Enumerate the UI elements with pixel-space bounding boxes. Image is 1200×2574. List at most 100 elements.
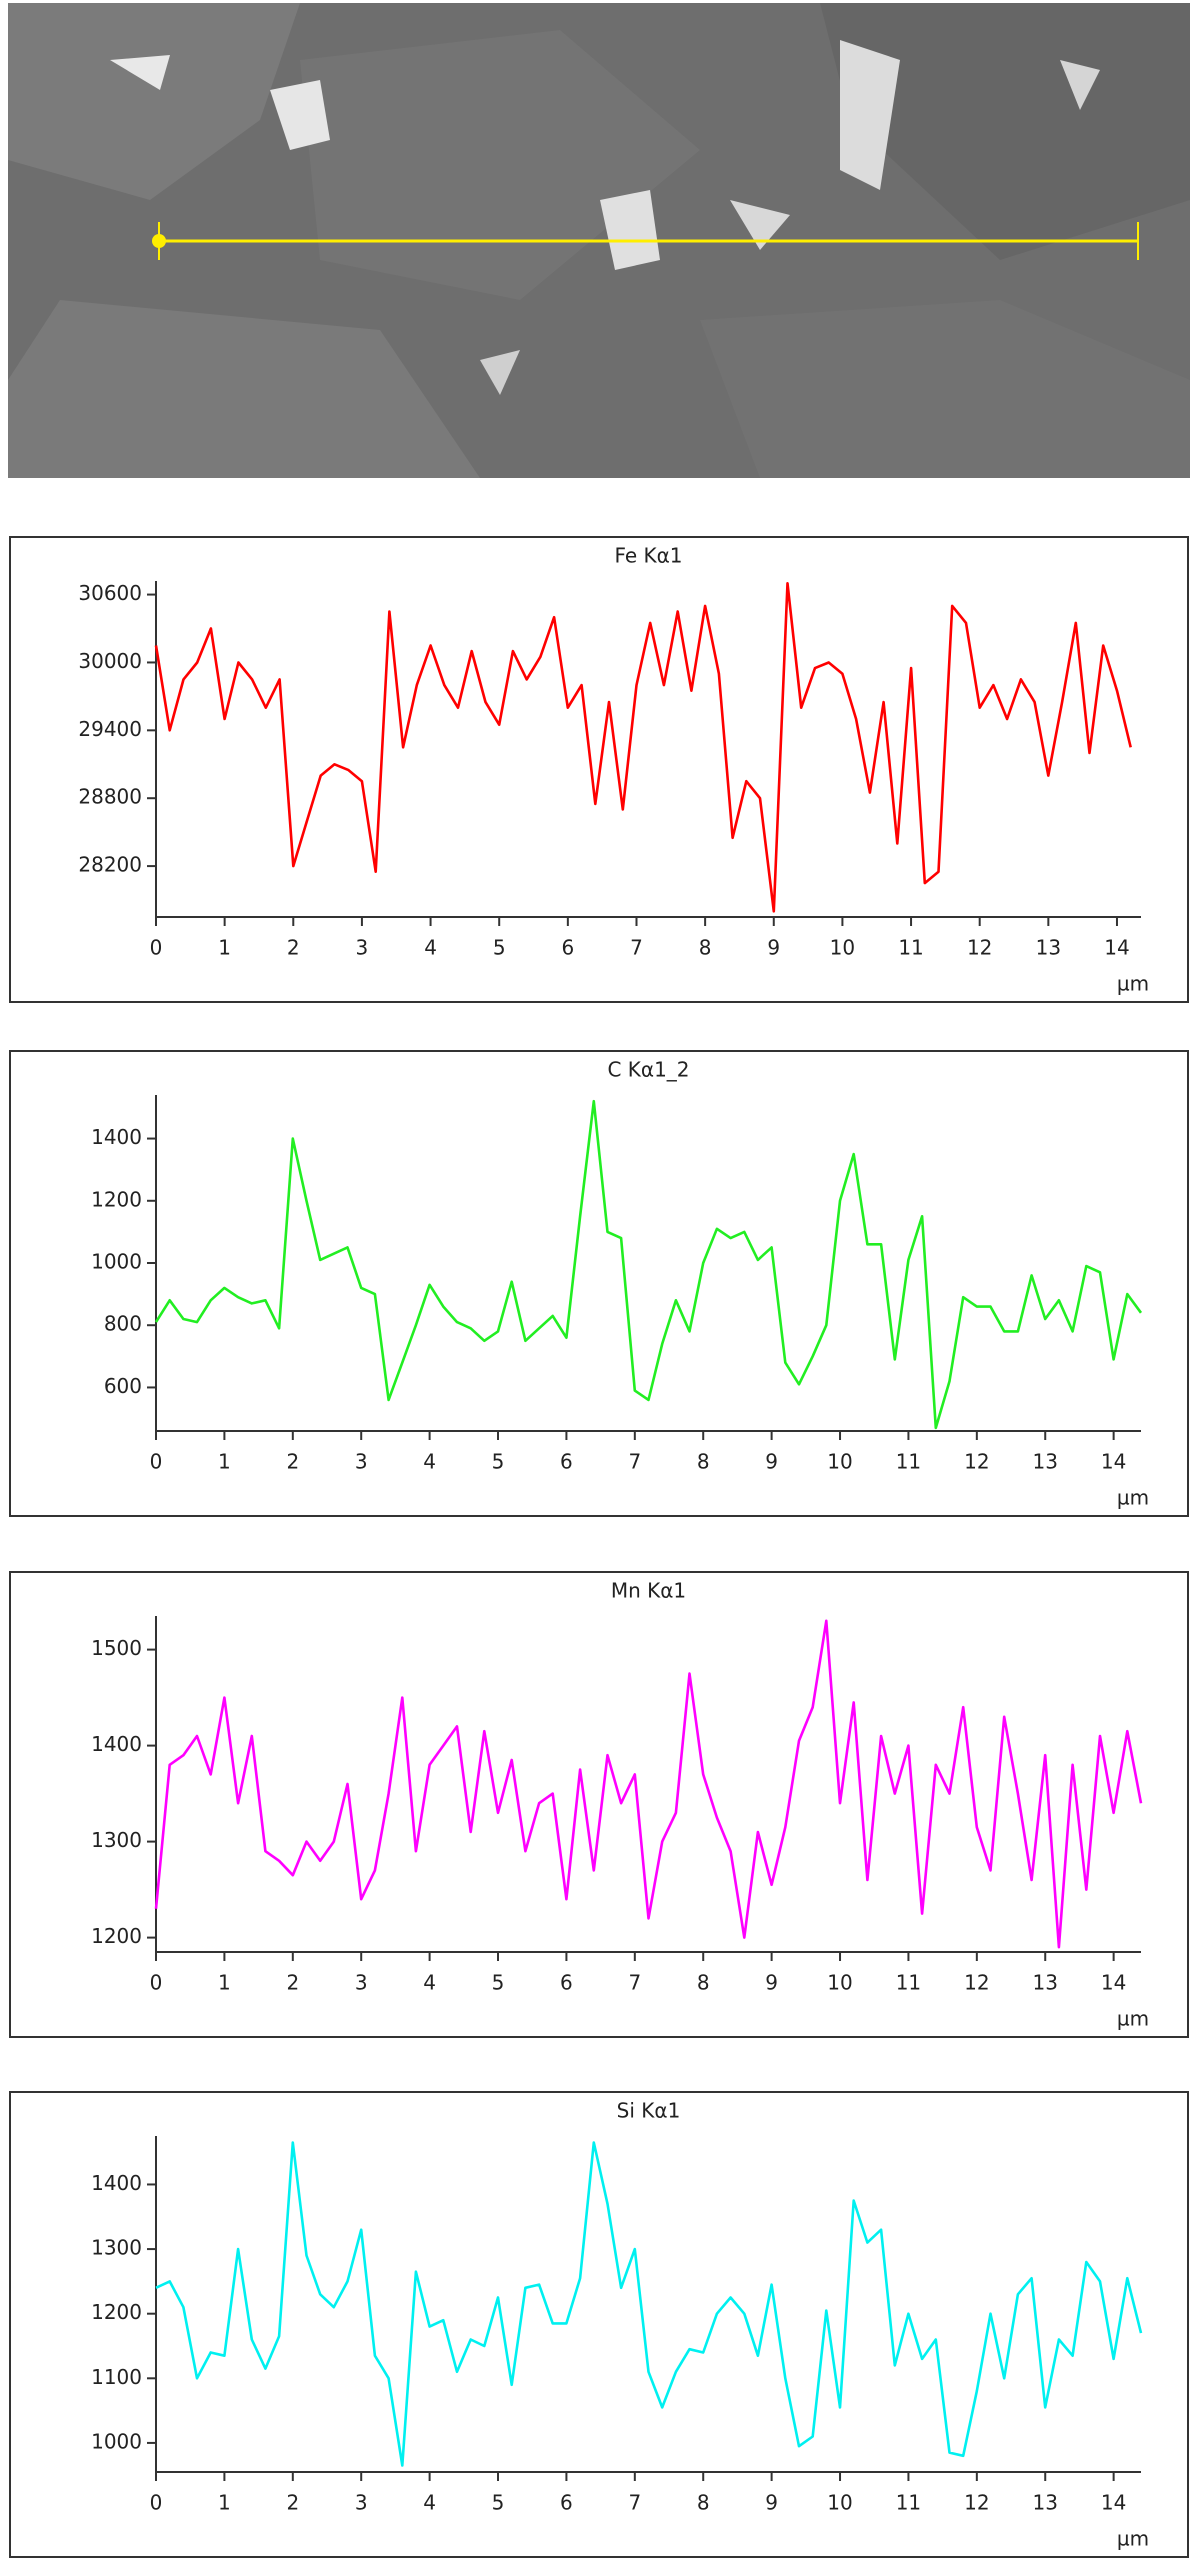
x-tick-label: 13 [1033, 1450, 1058, 1474]
data-line [155, 2141, 1143, 2467]
x-tick-label: 3 [355, 1971, 368, 1995]
y-tick-label: 1200 [91, 1187, 142, 1211]
x-tick-label: 8 [699, 936, 712, 960]
x-tick-label: 8 [697, 1450, 710, 1474]
x-tick-label: 14 [1101, 1971, 1126, 1995]
y-tick-label: 29400 [78, 717, 142, 741]
x-tick-label: 4 [423, 1971, 436, 1995]
x-tick-label: 7 [630, 936, 643, 960]
x-tick-label: 14 [1104, 936, 1129, 960]
x-tick-label: 4 [424, 936, 437, 960]
y-tick-label: 1300 [91, 1828, 142, 1852]
bright-particle [840, 40, 900, 190]
y-tick-label: 1300 [91, 2236, 142, 2260]
x-tick-label: 5 [492, 1450, 505, 1474]
chart-title: Mn Kα1 [611, 1579, 686, 1603]
x-tick-label: 7 [628, 1971, 641, 1995]
bright-particle [730, 200, 790, 250]
x-tick-label: 7 [628, 2491, 641, 2515]
y-tick-label: 1000 [91, 1250, 142, 1274]
bright-particle [1060, 60, 1100, 110]
x-tick-label: 0 [150, 1450, 163, 1474]
x-axis-unit: µm [1117, 2007, 1149, 2031]
x-tick-label: 11 [896, 1450, 921, 1474]
x-tick-label: 12 [964, 2491, 989, 2515]
x-tick-label: 5 [492, 2491, 505, 2515]
x-tick-label: 1 [218, 1971, 231, 1995]
x-tick-label: 6 [560, 1450, 573, 1474]
x-axis-unit: µm [1117, 1486, 1149, 1510]
x-tick-label: 3 [355, 1450, 368, 1474]
x-tick-label: 2 [286, 1450, 299, 1474]
y-tick-label: 1100 [91, 2365, 142, 2389]
grain [820, 3, 1190, 260]
x-tick-label: 6 [561, 936, 574, 960]
x-tick-label: 11 [898, 936, 923, 960]
x-tick-label: 1 [218, 2491, 231, 2515]
y-tick-label: 1200 [91, 2300, 142, 2324]
y-tick-label: 1400 [91, 1125, 142, 1149]
y-tick-label: 1500 [91, 1636, 142, 1660]
x-tick-label: 12 [964, 1450, 989, 1474]
grain [8, 300, 480, 478]
y-tick-label: 600 [104, 1374, 142, 1398]
x-tick-label: 13 [1036, 936, 1061, 960]
x-tick-label: 12 [964, 1971, 989, 1995]
chart-panel: Fe Kα1 28200 28800 29400 30000 30600 0 1 2 3 4 5 6 7 8… [9, 536, 1189, 1003]
x-tick-label: 0 [150, 936, 163, 960]
x-tick-label: 6 [560, 1971, 573, 1995]
data-line [154, 582, 1132, 913]
x-tick-label: 12 [967, 936, 992, 960]
x-tick-label: 8 [697, 2491, 710, 2515]
bright-particle [600, 190, 660, 270]
y-tick-label: 1400 [91, 1732, 142, 1756]
x-tick-label: 2 [287, 936, 300, 960]
bright-particle [480, 350, 520, 395]
x-tick-label: 9 [765, 2491, 778, 2515]
x-tick-label: 3 [355, 2491, 368, 2515]
x-tick-label: 4 [423, 2491, 436, 2515]
x-tick-label: 10 [827, 1450, 852, 1474]
y-tick-label: 28800 [78, 785, 142, 809]
grain [300, 30, 700, 300]
panel-frame [9, 1050, 1189, 1517]
x-tick-label: 13 [1033, 2491, 1058, 2515]
x-tick-label: 14 [1101, 2491, 1126, 2515]
x-tick-label: 6 [560, 2491, 573, 2515]
sem-image [8, 3, 1190, 478]
x-tick-label: 9 [765, 1450, 778, 1474]
y-tick-label: 28200 [78, 853, 142, 877]
grain [8, 3, 300, 200]
x-tick-label: 10 [827, 1971, 852, 1995]
x-tick-label: 3 [356, 936, 369, 960]
chart-title: C Kα1_2 [607, 1058, 689, 1082]
grain [700, 300, 1190, 478]
y-tick-label: 800 [104, 1312, 142, 1336]
chart-title: Si Kα1 [617, 2099, 681, 2123]
y-tick-label: 1200 [91, 1924, 142, 1948]
data-line [154, 1619, 1143, 1949]
chart-title: Fe Kα1 [614, 544, 682, 568]
x-tick-label: 2 [286, 2491, 299, 2515]
x-tick-label: 0 [150, 2491, 163, 2515]
y-tick-label: 30600 [78, 581, 142, 605]
x-axis-unit: µm [1117, 2527, 1149, 2551]
bright-particle [110, 55, 170, 90]
x-tick-label: 10 [830, 936, 855, 960]
x-tick-label: 10 [827, 2491, 852, 2515]
y-tick-label: 1000 [91, 2429, 142, 2453]
x-tick-label: 4 [423, 1450, 436, 1474]
x-tick-label: 1 [218, 1450, 231, 1474]
x-tick-label: 14 [1101, 1450, 1126, 1474]
panel-frame [9, 1571, 1189, 2038]
x-tick-label: 5 [493, 936, 506, 960]
y-tick-label: 30000 [78, 649, 142, 673]
bright-particle [270, 80, 330, 150]
x-axis-unit: µm [1117, 972, 1149, 996]
x-tick-label: 9 [767, 936, 780, 960]
